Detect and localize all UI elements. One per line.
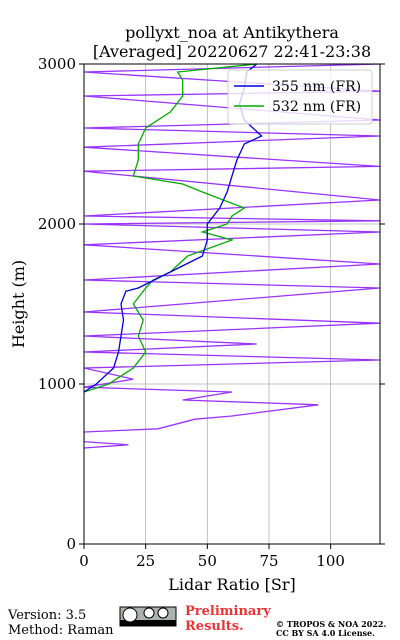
x-tick-label: 100 (316, 552, 345, 570)
y-tick-label: 0 (66, 535, 76, 553)
method: Method: Raman (8, 623, 114, 638)
x-tick-label: 0 (79, 552, 89, 570)
y-tick-label: 1000 (38, 375, 76, 393)
preliminary: Results. (185, 619, 244, 634)
x-axis-label: Lidar Ratio [Sr] (168, 575, 296, 594)
version: Version: 3.5 (7, 608, 86, 623)
y-tick-label: 3000 (38, 55, 76, 73)
profile-line (84, 64, 380, 449)
copyright: © TROPOS & NOA 2022. (276, 619, 386, 629)
legend-label: 355 nm (FR) (272, 79, 361, 95)
legend-box (227, 69, 373, 125)
chart-title: pollyxt_noa at Antikythera (125, 23, 339, 42)
axes-frame (83, 63, 381, 545)
cc-badge (119, 606, 177, 627)
y-axis-label: Height (m) (9, 260, 28, 348)
profile-line (84, 64, 257, 393)
chart-title: [Averaged] 20220627 22:41-23:38 (93, 42, 371, 61)
legend-label: 532 nm (FR) (272, 99, 361, 115)
x-tick-label: 50 (198, 552, 217, 570)
preliminary: Preliminary (185, 604, 271, 619)
y-tick-label: 2000 (38, 215, 76, 233)
x-tick-label: 75 (259, 552, 278, 570)
copyright: CC BY SA 4.0 License. (276, 628, 375, 638)
x-tick-label: 25 (136, 552, 155, 570)
